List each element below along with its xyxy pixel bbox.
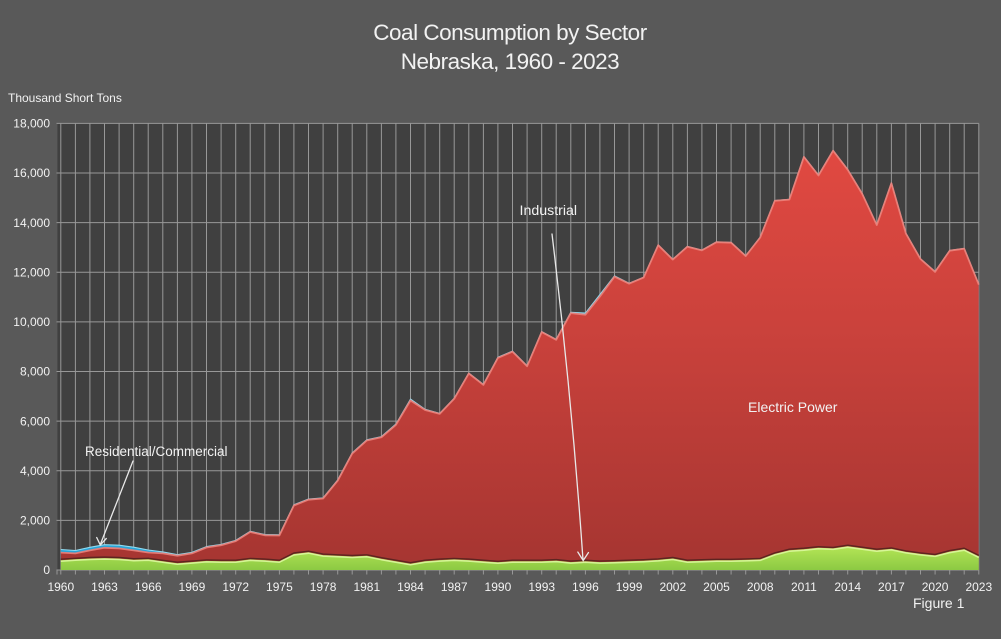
svg-text:Electric Power: Electric Power bbox=[748, 399, 838, 415]
svg-text:1963: 1963 bbox=[91, 580, 118, 594]
svg-text:1984: 1984 bbox=[397, 580, 424, 594]
svg-text:2,000: 2,000 bbox=[20, 514, 50, 528]
svg-text:1966: 1966 bbox=[135, 580, 162, 594]
svg-text:2023: 2023 bbox=[965, 580, 992, 594]
svg-text:1993: 1993 bbox=[528, 580, 555, 594]
svg-text:10,000: 10,000 bbox=[13, 315, 50, 329]
svg-text:16,000: 16,000 bbox=[13, 166, 50, 180]
svg-text:1999: 1999 bbox=[616, 580, 643, 594]
svg-text:8,000: 8,000 bbox=[20, 365, 50, 379]
svg-text:12,000: 12,000 bbox=[13, 266, 50, 280]
svg-text:18,000: 18,000 bbox=[13, 117, 50, 131]
svg-text:1990: 1990 bbox=[485, 580, 512, 594]
svg-text:2008: 2008 bbox=[747, 580, 774, 594]
svg-text:1972: 1972 bbox=[222, 580, 249, 594]
svg-text:2011: 2011 bbox=[791, 580, 817, 594]
svg-text:Industrial: Industrial bbox=[520, 203, 578, 219]
svg-text:2020: 2020 bbox=[922, 580, 949, 594]
svg-text:2017: 2017 bbox=[878, 580, 905, 594]
svg-text:2014: 2014 bbox=[834, 580, 861, 594]
svg-text:Residential/Commercial: Residential/Commercial bbox=[85, 444, 228, 459]
svg-text:2002: 2002 bbox=[659, 580, 686, 594]
svg-text:2005: 2005 bbox=[703, 580, 730, 594]
svg-text:1996: 1996 bbox=[572, 580, 599, 594]
svg-text:6,000: 6,000 bbox=[20, 414, 50, 428]
svg-text:1978: 1978 bbox=[310, 580, 337, 594]
svg-text:4,000: 4,000 bbox=[20, 464, 50, 478]
svg-text:1987: 1987 bbox=[441, 580, 468, 594]
svg-text:1960: 1960 bbox=[47, 580, 74, 594]
svg-text:Figure 1: Figure 1 bbox=[913, 595, 965, 611]
svg-text:14,000: 14,000 bbox=[13, 216, 50, 230]
svg-text:Thousand Short Tons: Thousand Short Tons bbox=[8, 91, 122, 105]
svg-text:1969: 1969 bbox=[179, 580, 206, 594]
svg-text:1975: 1975 bbox=[266, 580, 293, 594]
svg-text:1981: 1981 bbox=[353, 580, 380, 594]
svg-text:Nebraska, 1960 - 2023: Nebraska, 1960 - 2023 bbox=[401, 49, 619, 74]
svg-text:Coal Consumption by Sector: Coal Consumption by Sector bbox=[373, 20, 647, 45]
svg-text:0: 0 bbox=[43, 563, 50, 577]
